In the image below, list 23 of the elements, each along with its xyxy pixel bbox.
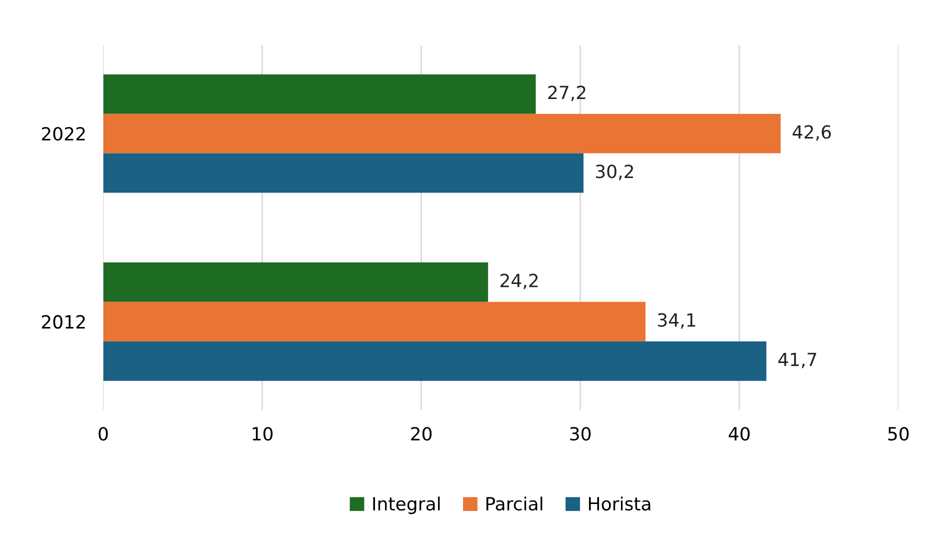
bar	[103, 341, 766, 381]
data-label: 24,2	[500, 274, 538, 290]
bar	[103, 74, 536, 114]
x-tick-label: 40	[728, 426, 750, 441]
y-tick-label: 2022	[42, 127, 85, 141]
bar	[103, 114, 781, 154]
data-label: 34,1	[658, 313, 696, 329]
x-tick-label: 30	[570, 426, 591, 441]
x-tick-label: 50	[888, 426, 909, 441]
x-tick-label: 0	[98, 426, 108, 441]
bar	[103, 153, 584, 193]
data-label: 42,6	[792, 125, 831, 141]
data-label: 30,2	[596, 164, 634, 180]
bar	[103, 302, 646, 342]
legend-label: Horista	[588, 496, 650, 511]
bar	[103, 262, 488, 302]
y-tick-label: 2012	[42, 315, 85, 329]
x-tick-label: 20	[411, 426, 432, 441]
legend-label: Parcial	[486, 496, 542, 511]
x-tick-label: 10	[252, 426, 273, 441]
data-label: 27,2	[548, 86, 586, 102]
legend-label: Integral	[373, 496, 440, 514]
data-label: 41,7	[778, 352, 816, 368]
